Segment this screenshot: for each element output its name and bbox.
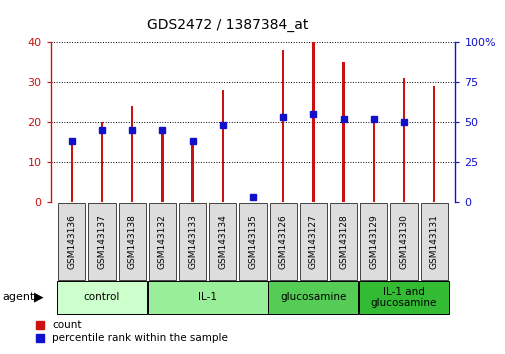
Bar — [281, 51, 284, 202]
Text: GSM143127: GSM143127 — [309, 214, 317, 269]
FancyBboxPatch shape — [209, 203, 236, 280]
Text: GSM143134: GSM143134 — [218, 214, 227, 269]
Legend: count, percentile rank within the sample: count, percentile rank within the sample — [35, 320, 228, 343]
FancyBboxPatch shape — [299, 203, 326, 280]
Bar — [191, 142, 193, 202]
Bar — [402, 78, 405, 202]
Bar — [70, 142, 73, 202]
FancyBboxPatch shape — [88, 203, 115, 280]
FancyBboxPatch shape — [57, 281, 146, 314]
Text: GSM143126: GSM143126 — [278, 214, 287, 269]
FancyBboxPatch shape — [58, 203, 85, 280]
Text: GSM143129: GSM143129 — [369, 214, 378, 269]
FancyBboxPatch shape — [148, 203, 176, 280]
FancyBboxPatch shape — [239, 203, 266, 280]
Text: agent: agent — [3, 292, 35, 302]
FancyBboxPatch shape — [420, 203, 447, 280]
Text: glucosamine: glucosamine — [280, 292, 346, 302]
Bar — [100, 122, 103, 202]
Bar — [312, 42, 314, 202]
Bar — [131, 106, 133, 202]
Text: GSM143138: GSM143138 — [127, 214, 136, 269]
Text: GSM143137: GSM143137 — [97, 214, 106, 269]
Bar — [342, 62, 344, 202]
Text: GSM143130: GSM143130 — [399, 214, 408, 269]
Text: ▶: ▶ — [34, 291, 44, 304]
FancyBboxPatch shape — [118, 203, 145, 280]
Text: GSM143135: GSM143135 — [248, 214, 257, 269]
Text: GSM143128: GSM143128 — [338, 214, 347, 269]
Text: IL-1 and
glucosamine: IL-1 and glucosamine — [370, 286, 436, 308]
FancyBboxPatch shape — [359, 281, 448, 314]
Text: GSM143131: GSM143131 — [429, 214, 438, 269]
Bar — [372, 122, 374, 202]
Text: IL-1: IL-1 — [198, 292, 217, 302]
FancyBboxPatch shape — [329, 203, 357, 280]
Text: control: control — [84, 292, 120, 302]
Bar — [221, 90, 224, 202]
Text: GSM143136: GSM143136 — [67, 214, 76, 269]
Text: GDS2472 / 1387384_at: GDS2472 / 1387384_at — [147, 18, 308, 32]
Text: GSM143132: GSM143132 — [158, 214, 167, 269]
FancyBboxPatch shape — [269, 203, 296, 280]
FancyBboxPatch shape — [147, 281, 267, 314]
FancyBboxPatch shape — [390, 203, 417, 280]
FancyBboxPatch shape — [360, 203, 387, 280]
FancyBboxPatch shape — [179, 203, 206, 280]
Bar — [161, 134, 163, 202]
Text: GSM143133: GSM143133 — [188, 214, 196, 269]
FancyBboxPatch shape — [268, 281, 358, 314]
Bar — [432, 86, 435, 202]
